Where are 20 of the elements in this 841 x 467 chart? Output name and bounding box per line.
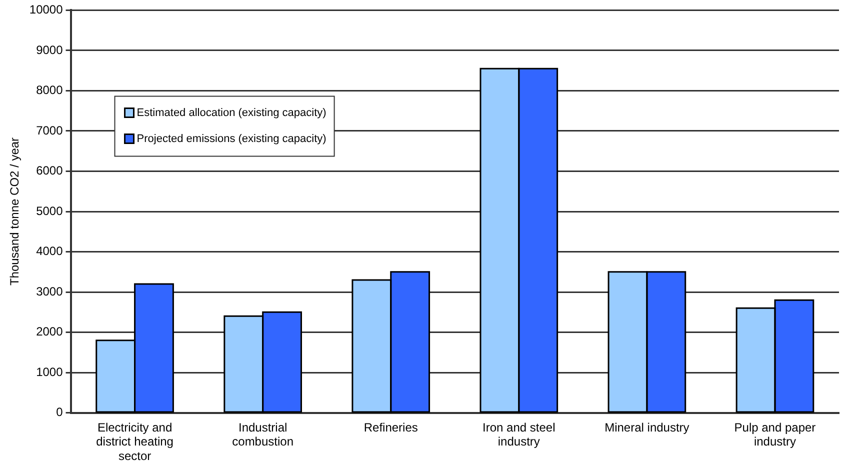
legend-label: Estimated allocation (existing capacity) — [136, 107, 326, 120]
x-tick-label: Industrial combustion — [232, 420, 294, 449]
y-tick-label: 3000 — [36, 284, 64, 298]
y-tick-label: 2000 — [36, 324, 64, 339]
x-tick-label: Electricity and district heating sector — [96, 420, 174, 464]
y-tick-label: 8000 — [36, 83, 64, 98]
x-tick-label: Pulp and paper industry — [734, 420, 816, 449]
x-tick-label: Iron and steel industry — [482, 420, 556, 449]
y-tick-label: 10000 — [29, 2, 64, 17]
y-tick-label: 1000 — [36, 364, 64, 379]
x-tick-label: Refineries — [364, 420, 418, 434]
y-tick-label: 7000 — [36, 123, 64, 138]
y-tick-label: 4000 — [36, 244, 64, 258]
legend-label: Projected emissions (existing capacity) — [136, 133, 326, 146]
y-tick-label: 0 — [56, 405, 64, 420]
y-tick-label: 5000 — [36, 204, 64, 218]
y-axis-title: Thousand tonne CO2 / year — [8, 137, 22, 286]
y-tick-label: 6000 — [36, 164, 64, 178]
y-tick-label: 9000 — [36, 42, 64, 57]
x-tick-label: Mineral industry — [604, 420, 690, 434]
